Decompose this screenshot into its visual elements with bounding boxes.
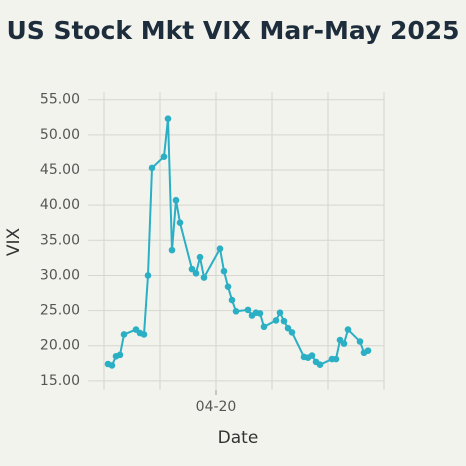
y-tick-label: 25.00 xyxy=(40,303,80,319)
y-axis-title: VIX xyxy=(4,228,24,257)
point xyxy=(256,310,264,317)
line xyxy=(107,118,369,367)
point xyxy=(164,115,172,123)
point xyxy=(308,352,316,359)
point xyxy=(188,265,196,273)
y-tick-label: 20.00 xyxy=(40,338,80,354)
point xyxy=(116,351,124,359)
point xyxy=(160,153,168,160)
point xyxy=(224,283,232,290)
point xyxy=(168,246,176,254)
point xyxy=(220,267,228,275)
point xyxy=(356,338,364,345)
point xyxy=(108,362,116,369)
point xyxy=(260,323,268,331)
point xyxy=(196,253,204,261)
y-tick-label: 50.00 xyxy=(40,127,80,143)
point xyxy=(192,270,200,277)
point xyxy=(140,331,148,338)
point xyxy=(228,296,236,304)
point xyxy=(120,331,128,338)
x-tick-label: 04-20 xyxy=(196,399,237,415)
point xyxy=(244,306,252,314)
x-axis-title: Date xyxy=(218,428,259,448)
y-tick-label: 15.00 xyxy=(40,373,80,389)
point xyxy=(284,324,292,332)
y-tick-label: 45.00 xyxy=(40,162,80,178)
point xyxy=(340,340,348,347)
point xyxy=(272,317,280,324)
point xyxy=(148,164,156,172)
y-tick-label: 40.00 xyxy=(40,197,80,213)
point xyxy=(332,355,340,363)
point xyxy=(216,245,224,253)
point xyxy=(276,309,284,316)
point xyxy=(172,196,180,204)
point xyxy=(288,329,296,336)
point xyxy=(176,219,184,227)
point xyxy=(364,347,372,354)
y-tick-label: 30.00 xyxy=(40,267,80,283)
point xyxy=(344,326,352,333)
point xyxy=(200,274,208,281)
point xyxy=(232,307,240,315)
point xyxy=(316,361,324,368)
point xyxy=(280,317,288,325)
y-tick-label: 35.00 xyxy=(40,232,80,248)
chart-title: US Stock Mkt VIX Mar-May 2025 xyxy=(6,16,459,45)
point xyxy=(144,272,152,279)
y-tick-label: 55.00 xyxy=(40,92,80,108)
